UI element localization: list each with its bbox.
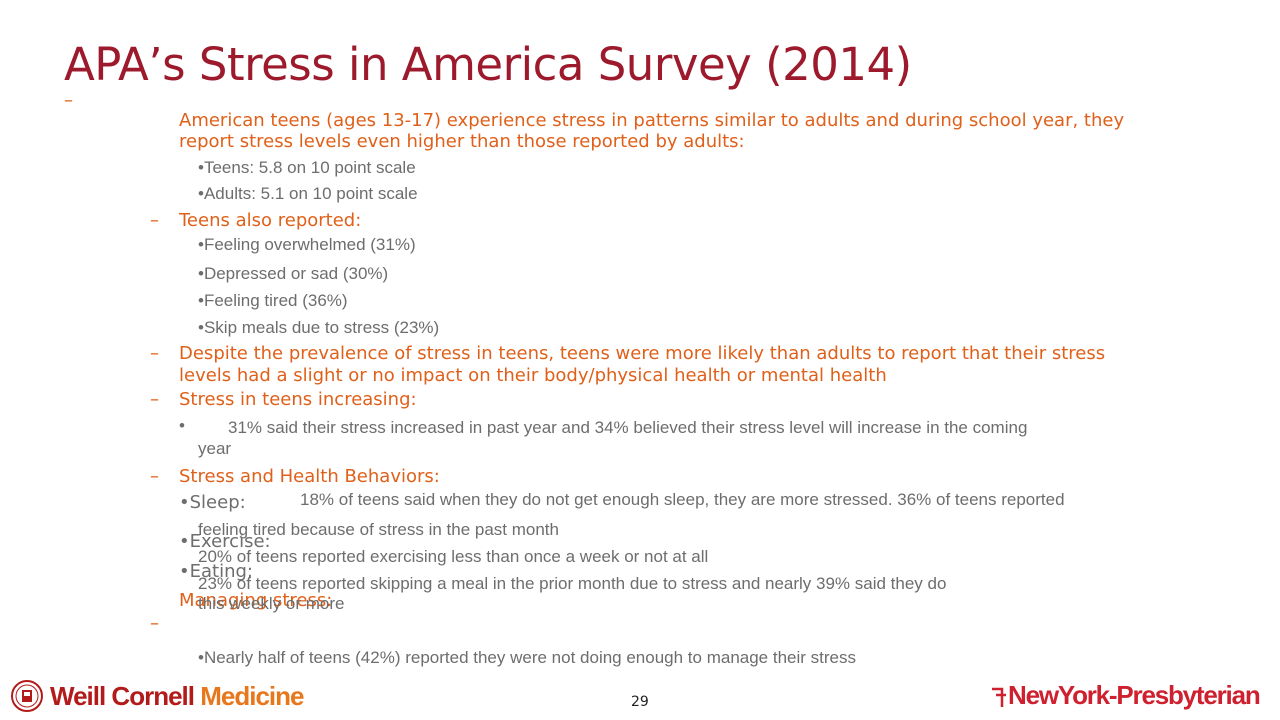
logo-text-nyp: NewYork-Presbyterian [1008, 680, 1261, 710]
score-adults: •Adults: 5.1 on 10 point scale [198, 184, 418, 203]
sleep-label: •Sleep: [179, 492, 246, 513]
page-number: 29 [631, 694, 649, 710]
list-item: •Skip meals due to stress (23%) [198, 318, 440, 337]
bullet-dot: • [179, 416, 185, 435]
teens-reported-heading: Teens also reported: [179, 210, 362, 231]
intro-line-2: report stress levels even higher than th… [179, 131, 745, 152]
logo-text-medicine: Medicine [200, 680, 304, 711]
exercise-label: •Exercise: [179, 531, 271, 552]
bullet-dash: – [150, 613, 159, 634]
despite-line-2: levels had a slight or no impact on thei… [179, 365, 887, 386]
eating-line-2: this weekly or more [198, 594, 345, 613]
intro-line-1: American teens (ages 13-17) experience s… [179, 110, 1125, 131]
increasing-line-1: 31% said their stress increased in past … [228, 418, 1028, 437]
sleep-line-1: 18% of teens said when they do not get e… [300, 490, 1065, 509]
eating-line-1: 23% of teens reported skipping a meal in… [198, 574, 947, 593]
behaviors-heading: Stress and Health Behaviors: [179, 466, 440, 487]
bullet-dash: – [150, 389, 159, 410]
increasing-line-2: year [198, 439, 232, 458]
slide-title: APA’s Stress in America Survey (2014) [64, 38, 912, 91]
logo-text-weill-cornell: Weill Cornell [50, 680, 201, 711]
eating-label: •Eating: [179, 561, 253, 582]
sleep-line-2: feeling tired because of stress in the p… [198, 520, 559, 539]
bullet-dash: – [150, 343, 159, 364]
nyp-mark-icon [992, 687, 1006, 707]
score-teens: •Teens: 5.8 on 10 point scale [198, 158, 416, 177]
managing-heading: Managing stress: [179, 590, 333, 611]
managing-item: •Nearly half of teens (42%) reported the… [198, 648, 856, 667]
weill-cornell-logo: Weill Cornell Medicine [10, 680, 304, 712]
despite-line-1: Despite the prevalence of stress in teen… [179, 343, 1106, 364]
list-item: •Depressed or sad (30%) [198, 264, 389, 283]
nyp-logo: NewYork-Presbyterian [990, 680, 1261, 711]
exercise-text: 20% of teens reported exercising less th… [198, 547, 709, 566]
bullet-dash: – [64, 90, 73, 111]
list-item: •Feeling overwhelmed (31%) [198, 235, 416, 254]
crest-icon [11, 680, 43, 712]
bullet-dash: – [150, 210, 159, 231]
bullet-dash: – [150, 466, 159, 487]
list-item: •Feeling tired (36%) [198, 291, 348, 310]
increasing-heading: Stress in teens increasing: [179, 389, 417, 410]
